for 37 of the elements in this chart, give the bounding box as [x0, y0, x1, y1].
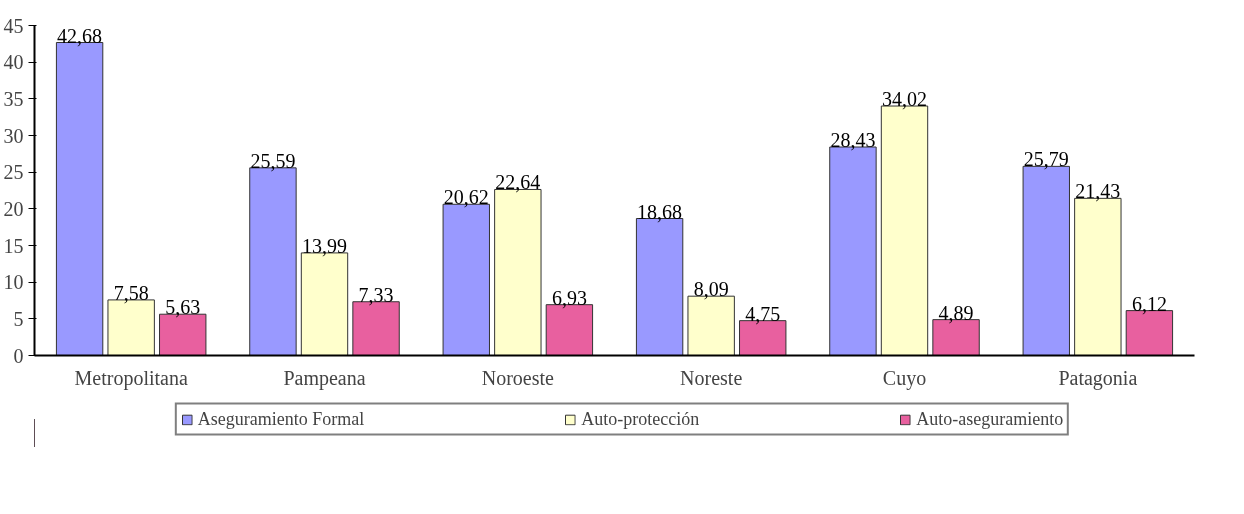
data-label: 6,93	[551, 286, 587, 309]
data-label: 6,12	[1131, 292, 1167, 315]
data-label: 25,59	[250, 149, 296, 172]
data-label: 13,99	[302, 234, 347, 257]
y-tick-label: 25	[3, 161, 24, 184]
data-label: 7,58	[113, 281, 149, 304]
x-tick-label: Noroeste	[481, 366, 555, 389]
data-label: 7,33	[358, 283, 394, 306]
data-label: 20,62	[443, 186, 489, 209]
y-tick-label: 40	[3, 51, 24, 74]
data-label: 25,79	[1023, 148, 1069, 171]
data-label: 8,09	[693, 278, 729, 301]
y-tick-label: 30	[3, 124, 24, 147]
legend-label: Auto-protección	[581, 408, 700, 430]
x-tick-label: Cuyo	[882, 366, 927, 390]
data-label: 22,64	[495, 171, 541, 194]
data-label: 4,89	[938, 301, 974, 324]
y-tick-label: 10	[3, 271, 24, 294]
x-tick-label: Noreste	[680, 366, 743, 389]
x-tick-label: Patagonia	[1058, 366, 1138, 390]
data-label: 28,43	[830, 129, 876, 152]
y-tick-label: 15	[3, 234, 24, 257]
x-tick-label: Pampeana	[283, 366, 366, 390]
y-tick-label: 20	[3, 197, 24, 220]
x-tick-label: Metropolitana	[74, 366, 188, 390]
legend-label: Auto-aseguramiento	[916, 408, 1064, 430]
y-tick-label: 5	[13, 307, 24, 330]
data-label: 21,43	[1075, 180, 1121, 203]
data-label: 4,75	[745, 302, 781, 325]
data-label: 18,68	[637, 200, 683, 223]
y-tick-label: 35	[3, 87, 24, 110]
data-label: 42,68	[57, 24, 103, 47]
y-tick-label: 45	[3, 14, 24, 37]
data-label: 5,63	[165, 296, 201, 319]
legend-label: Aseguramiento Formal	[197, 408, 365, 430]
y-tick-label: 0	[13, 344, 24, 367]
data-label: 34,02	[882, 88, 927, 111]
